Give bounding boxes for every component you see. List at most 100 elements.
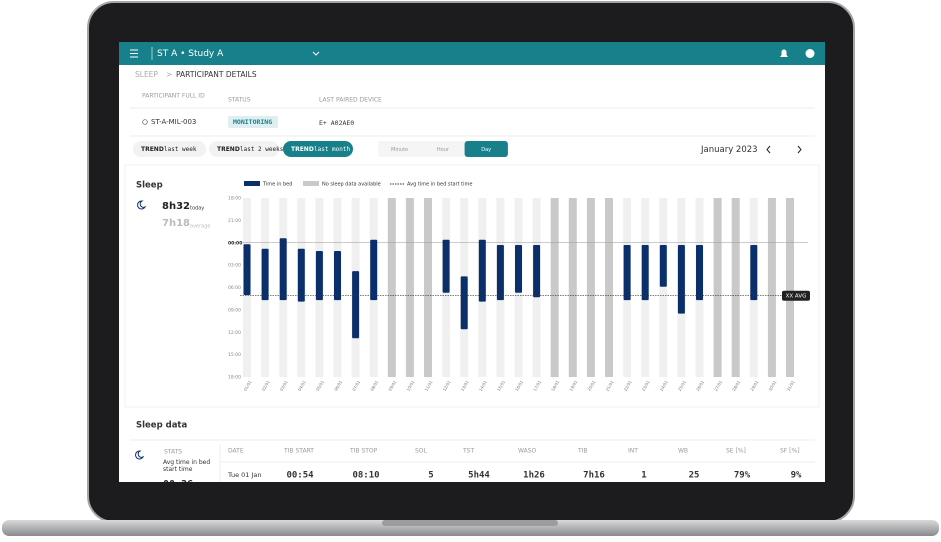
today-value: 8h32 bbox=[162, 201, 190, 212]
cell: 1h26 bbox=[523, 471, 545, 481]
user-icon[interactable] bbox=[805, 49, 815, 58]
day-column bbox=[659, 198, 668, 377]
x-tick-label: 04/01 bbox=[297, 379, 307, 392]
no-data-column bbox=[568, 198, 577, 377]
column-header: SOL bbox=[415, 448, 428, 455]
resolution-option[interactable]: Minute bbox=[391, 147, 408, 153]
x-tick-label: 11/01 bbox=[424, 379, 434, 392]
time-in-bed-bar bbox=[533, 244, 541, 298]
prev-month[interactable] bbox=[766, 145, 771, 154]
month: January 2023 bbox=[700, 145, 758, 155]
x-tick-label: 09/01 bbox=[387, 379, 397, 392]
legend-label: Avg time in bed start time bbox=[407, 182, 472, 188]
y-tick-label: 09:00 bbox=[228, 307, 241, 313]
y-tick-label: 00:00 bbox=[228, 240, 242, 246]
stats-label: STATS bbox=[164, 449, 182, 456]
no-data-column bbox=[731, 198, 740, 377]
status: MONITORING bbox=[233, 118, 272, 126]
cell: 25 bbox=[689, 471, 700, 481]
time-in-bed-bar bbox=[515, 244, 522, 293]
no-data-column bbox=[424, 198, 432, 377]
cell: 00:54 bbox=[286, 471, 314, 481]
top-bar bbox=[119, 42, 825, 65]
time-in-bed-bar bbox=[243, 244, 251, 295]
trend-text: last month bbox=[314, 146, 351, 153]
info-label: STATUS bbox=[228, 97, 251, 104]
column-header: DATE bbox=[228, 448, 244, 455]
time-in-bed-bar bbox=[460, 276, 468, 330]
time-in-bed-bar bbox=[352, 271, 360, 339]
today-label: today bbox=[190, 206, 204, 212]
x-tick-label: 20/01 bbox=[586, 379, 596, 392]
legend-swatch bbox=[303, 181, 319, 186]
time-in-bed-bar bbox=[261, 248, 269, 301]
x-tick-label: 25/01 bbox=[677, 379, 687, 392]
cell: 1 bbox=[641, 471, 646, 481]
legend-label: Time in bed bbox=[262, 182, 292, 188]
time-in-bed-bar bbox=[478, 239, 486, 302]
x-tick-label: 14/01 bbox=[478, 379, 488, 392]
sleep-data-title: Sleep data bbox=[136, 421, 187, 431]
time-in-bed-bar bbox=[677, 244, 685, 314]
notch bbox=[382, 520, 558, 526]
trend-button[interactable] bbox=[133, 141, 206, 157]
resolution-option[interactable]: Day bbox=[481, 147, 491, 153]
next-month[interactable] bbox=[797, 145, 802, 154]
x-tick-label: 03/01 bbox=[279, 379, 289, 392]
x-tick-label: 12/01 bbox=[442, 379, 452, 392]
time-in-bed-bar bbox=[496, 244, 504, 301]
trend-button[interactable] bbox=[209, 141, 279, 157]
y-tick-label: 15:00 bbox=[228, 352, 241, 358]
time-in-bed-bar bbox=[370, 239, 378, 301]
status-badge bbox=[228, 116, 278, 128]
chevron[interactable] bbox=[312, 51, 320, 56]
bell-icon[interactable] bbox=[780, 49, 788, 57]
cell: 5 bbox=[428, 471, 433, 481]
time-in-bed-bar bbox=[696, 244, 703, 301]
menu-icon[interactable] bbox=[130, 49, 138, 58]
x-tick-label: 07/01 bbox=[351, 379, 361, 392]
avg-label: XX AVG bbox=[786, 294, 807, 300]
breadcrumb-current: PARTICIPANT DETAILS bbox=[176, 70, 257, 79]
x-tick-label: 21/01 bbox=[605, 379, 615, 392]
person-icon bbox=[142, 119, 148, 125]
x-tick-label: 08/01 bbox=[369, 379, 379, 392]
x-tick-label: 27/01 bbox=[713, 379, 723, 392]
moon-icon bbox=[137, 200, 147, 210]
x-tick-label: 29/01 bbox=[749, 379, 759, 392]
column-header: TIB bbox=[577, 448, 588, 455]
no-data-column bbox=[767, 198, 776, 377]
x-tick-label: 26/01 bbox=[695, 379, 705, 392]
device: E+ A02AE0 bbox=[319, 119, 354, 127]
trend-tag: TREND bbox=[141, 146, 164, 153]
laptop-base bbox=[2, 520, 939, 536]
info-label: PARTICIPANT FULL ID bbox=[142, 93, 205, 100]
y-tick-label: 18:00 bbox=[228, 375, 241, 381]
time-in-bed-bar bbox=[334, 250, 341, 301]
study-name[interactable]: ST A • Study A bbox=[157, 49, 224, 59]
average-value: 7h18 bbox=[162, 218, 190, 229]
x-tick-label: 24/01 bbox=[659, 379, 669, 392]
trend-button[interactable] bbox=[283, 141, 353, 157]
x-tick-label: 02/01 bbox=[261, 379, 271, 392]
legend-label: No sleep data available bbox=[322, 182, 381, 188]
y-tick-label: 18:00 bbox=[228, 196, 241, 202]
x-tick-label: 30/01 bbox=[767, 379, 777, 392]
resolution-option[interactable]: Hour bbox=[437, 147, 450, 153]
resolution-active[interactable] bbox=[464, 141, 508, 157]
time-in-bed-bar bbox=[315, 250, 323, 301]
participant-id: ST-A-MIL-003 bbox=[151, 118, 196, 126]
trend-text: last week bbox=[164, 146, 197, 153]
breadcrumb-root[interactable]: SLEEP bbox=[135, 70, 158, 79]
no-data-column bbox=[605, 198, 613, 377]
time-in-bed-bar bbox=[750, 244, 758, 301]
trend-tag: TREND bbox=[217, 146, 240, 153]
sleep-data-card bbox=[125, 412, 819, 482]
x-tick-label: 17/01 bbox=[532, 379, 542, 392]
column-header: TIB STOP bbox=[349, 448, 378, 455]
column-header: TIB START bbox=[283, 448, 314, 455]
x-tick-label: 16/01 bbox=[514, 379, 524, 392]
x-tick-label: 23/01 bbox=[641, 379, 651, 392]
